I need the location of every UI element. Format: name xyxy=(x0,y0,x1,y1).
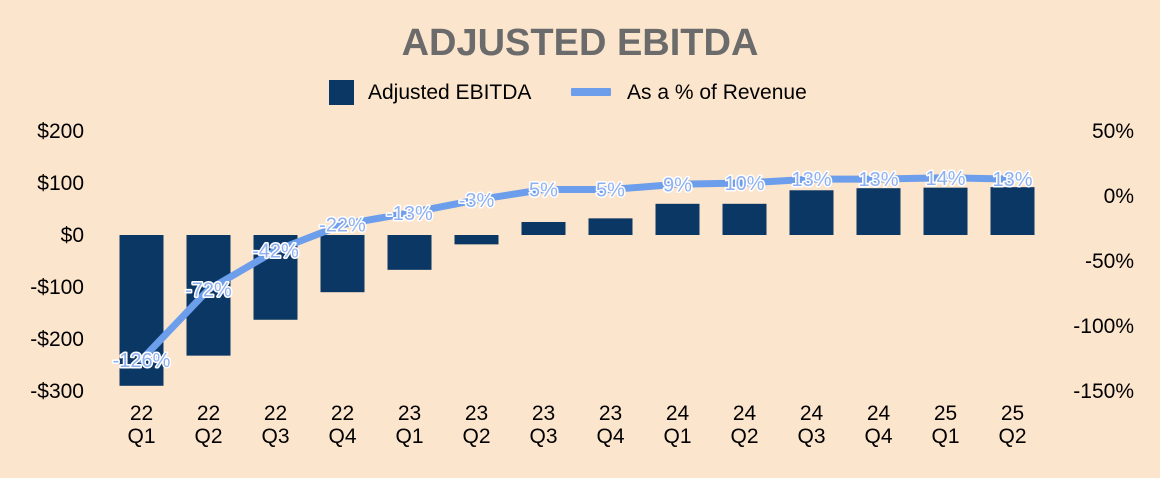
category-label: 22 Q4 xyxy=(328,402,356,448)
pct-revenue-line xyxy=(138,174,1016,364)
pct-data-label: 9% xyxy=(663,174,692,196)
ebitda-bar xyxy=(722,203,767,235)
category-label: 25 Q2 xyxy=(998,402,1026,448)
chart-title: ADJUSTED EBITDA xyxy=(402,22,759,64)
legend-swatch-bar xyxy=(329,80,354,105)
category-label: 23 Q1 xyxy=(395,402,423,448)
ebitda-bar xyxy=(454,235,499,245)
right-tick-label: -150% xyxy=(1073,380,1134,403)
right-tick-label: -50% xyxy=(1085,250,1134,273)
category-label: 24 Q3 xyxy=(797,402,825,448)
pct-data-label: 13% xyxy=(992,169,1032,191)
left-tick-label: $100 xyxy=(37,172,84,195)
pct-data-label: -126% xyxy=(113,350,171,372)
left-tick-label: $200 xyxy=(37,120,84,143)
pct-data-label: 13% xyxy=(791,169,831,191)
pct-data-label: -42% xyxy=(252,241,299,263)
ebitda-bar xyxy=(588,218,633,235)
legend-swatch-line xyxy=(571,88,611,96)
ebitda-bar xyxy=(655,203,700,235)
pct-data-label: -22% xyxy=(319,215,366,237)
pct-data-label: 5% xyxy=(529,180,558,202)
category-label: 23 Q3 xyxy=(529,402,557,448)
legend: Adjusted EBITDA As a % of Revenue xyxy=(329,80,807,105)
ebitda-bar xyxy=(186,235,231,356)
left-tick-label: -$200 xyxy=(30,328,84,351)
category-label: 25 Q1 xyxy=(931,402,959,448)
category-label: 22 Q3 xyxy=(261,402,289,448)
pct-data-label: -3% xyxy=(459,190,495,212)
right-tick-label: 0% xyxy=(1104,185,1134,208)
left-tick-label: -$300 xyxy=(30,380,84,403)
legend-label-line: As a % of Revenue xyxy=(627,81,807,104)
category-label: 24 Q2 xyxy=(730,402,758,448)
category-label: 22 Q2 xyxy=(194,402,222,448)
ebitda-bar xyxy=(990,187,1035,235)
left-axis: $200 $100 $0 -$100 -$200 -$300 xyxy=(30,120,84,403)
left-tick-label: -$100 xyxy=(30,276,84,299)
pct-data-label: -72% xyxy=(185,280,232,302)
pct-data-label: 5% xyxy=(596,180,625,202)
category-label: 23 Q2 xyxy=(462,402,490,448)
category-label: 23 Q4 xyxy=(596,402,624,448)
bar-series xyxy=(119,187,1035,386)
left-tick-label: $0 xyxy=(61,224,84,247)
legend-label-bar: Adjusted EBITDA xyxy=(368,81,531,104)
pct-data-labels: -126% -72% -42% -22% -13% -3% 5% 5% 9% 10% 13% 13% 1… xyxy=(111,166,1034,373)
category-label: 24 Q4 xyxy=(864,402,892,448)
pct-data-label: 10% xyxy=(724,173,764,195)
right-tick-label: 50% xyxy=(1092,120,1134,143)
ebitda-bar xyxy=(923,187,968,235)
ebitda-bar xyxy=(856,188,901,235)
pct-data-label: 14% xyxy=(925,168,965,190)
right-tick-label: -100% xyxy=(1073,315,1134,338)
category-axis: 22 Q1 22 Q2 22 Q3 22 Q4 23 Q1 23 Q2 23 Q3 23 Q4 24 Q1 24 Q2… xyxy=(127,402,1026,448)
category-label: 24 Q1 xyxy=(663,402,691,448)
ebitda-bar xyxy=(387,235,432,270)
pct-data-label: 13% xyxy=(858,169,898,191)
ebitda-bar xyxy=(320,235,365,293)
right-axis: 50% 0% -50% -100% -150% xyxy=(1073,120,1134,403)
pct-data-label: -13% xyxy=(386,203,433,225)
category-label: 22 Q1 xyxy=(127,402,155,448)
ebitda-bar xyxy=(789,190,834,235)
ebitda-bar xyxy=(521,222,566,235)
